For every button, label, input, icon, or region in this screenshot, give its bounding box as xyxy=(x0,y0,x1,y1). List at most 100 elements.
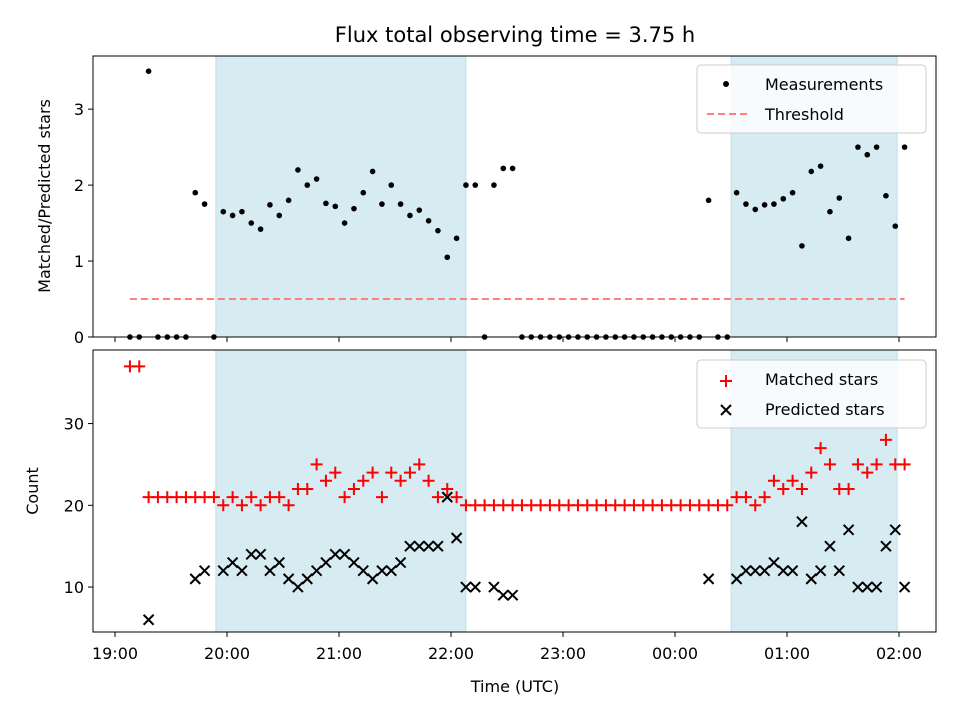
measurement-point xyxy=(780,195,787,202)
measurement-point xyxy=(883,192,889,199)
predicted-star-point xyxy=(842,524,855,536)
measurement-point xyxy=(873,144,880,150)
matched-star-point xyxy=(441,482,454,495)
measurement-point xyxy=(360,189,367,196)
matched-star-point xyxy=(777,482,790,495)
predicted-star-point xyxy=(861,581,873,593)
x-tick-label: 22:00 xyxy=(428,644,474,663)
bottom-y-axis-ticks: 10 20 30 xyxy=(64,415,93,597)
matched-star-point xyxy=(861,466,874,479)
matched-star-point xyxy=(805,466,818,479)
predicted-star-point xyxy=(366,573,379,585)
matched-star-point xyxy=(217,499,230,512)
bottom-axes-frame xyxy=(92,349,937,633)
matched-star-point xyxy=(898,458,911,471)
measurement-point xyxy=(705,197,712,204)
matched-star-point xyxy=(758,491,771,504)
matched-star-point xyxy=(254,499,267,512)
measurement-point xyxy=(733,189,740,196)
top-legend: Measurements Threshold xyxy=(696,64,927,134)
measurement-point xyxy=(901,144,908,150)
measurement-point xyxy=(799,243,805,249)
measurement-point xyxy=(229,212,236,219)
measurement-point xyxy=(491,182,497,188)
measurement-point xyxy=(817,163,824,169)
matched-star-point xyxy=(366,466,379,479)
predicted-star-point xyxy=(348,556,360,569)
measurement-point xyxy=(463,182,469,188)
matched-star-point xyxy=(319,474,332,487)
matched-star-point xyxy=(338,491,351,504)
measurement-point xyxy=(500,165,507,172)
measurement-point xyxy=(379,201,385,207)
legend-predicted-label: Predicted stars xyxy=(765,400,885,419)
bottom-legend-box xyxy=(696,359,927,429)
matched-star-point xyxy=(403,466,416,479)
measurement-point xyxy=(771,201,777,207)
predicted-star-point xyxy=(469,581,481,593)
measurement-point xyxy=(743,201,749,207)
predicted-star-point xyxy=(413,540,425,552)
predicted-star-point xyxy=(236,564,248,577)
predicted-star-point xyxy=(329,548,341,561)
predicted-star-point xyxy=(824,540,836,552)
measurement-point xyxy=(864,151,871,158)
matched-star-point xyxy=(357,474,370,487)
legend-predicted-marker xyxy=(720,404,732,416)
predicted-star-point xyxy=(460,581,472,593)
bottom-plot-area xyxy=(123,360,911,626)
y-tick-label: 2 xyxy=(74,176,84,195)
measurement-point xyxy=(201,201,208,207)
predicted-star-point xyxy=(702,573,715,585)
shaded-interval-0 xyxy=(215,55,467,338)
measurement-point xyxy=(752,206,759,213)
measurement-point xyxy=(285,197,292,204)
y-tick-label: 1 xyxy=(74,252,84,271)
predicted-star-point xyxy=(488,581,500,593)
x-tick-label: 20:00 xyxy=(204,644,250,663)
measurement-point xyxy=(220,208,227,215)
predicted-star-point xyxy=(730,573,743,585)
matched-star-point xyxy=(842,482,855,495)
measurement-point xyxy=(304,182,311,188)
predicted-star-point xyxy=(245,548,257,561)
measurement-point xyxy=(351,205,357,212)
predicted-star-point xyxy=(404,540,416,552)
bottom-y-axis-label: Count xyxy=(23,467,42,515)
x-tick-label: 01:00 xyxy=(764,644,810,663)
matched-star-point xyxy=(814,442,827,455)
matched-star-point xyxy=(375,491,388,504)
predicted-star-point xyxy=(254,548,267,561)
predicted-star-point xyxy=(814,564,827,577)
predicted-star-point xyxy=(189,573,201,585)
matched-star-point xyxy=(282,499,295,512)
predicted-star-point xyxy=(786,564,799,577)
x-tick-label: 23:00 xyxy=(540,644,586,663)
predicted-star-point xyxy=(320,556,332,569)
bottom-x-axis-ticks: 19:00 20:00 21:00 22:00 23:00 00:00 01:00 02:00 xyxy=(92,632,922,663)
matched-star-point xyxy=(870,458,883,471)
matched-star-point xyxy=(329,466,342,479)
matched-star-point xyxy=(795,482,808,495)
predicted-star-point xyxy=(506,589,519,601)
predicted-star-point xyxy=(441,491,453,503)
measurement-point xyxy=(435,227,441,234)
bottom-legend: Matched stars Predicted stars xyxy=(696,359,927,429)
measurement-point xyxy=(761,202,768,208)
matched-star-point xyxy=(422,474,435,487)
predicted-star-point xyxy=(870,581,883,593)
measurement-point xyxy=(295,167,301,173)
legend-measurements-marker xyxy=(723,81,729,87)
top-y-axis-label: Matched/Predicted stars xyxy=(35,99,54,293)
predicted-star-point xyxy=(273,556,285,569)
matched-star-point xyxy=(133,360,146,373)
matched-star-point xyxy=(721,499,734,512)
bottom-panel: 10 20 30 19:00 20:00 21:00 22:00 23:00 00:00 01:… xyxy=(23,349,937,696)
matched-star-point xyxy=(394,474,407,487)
x-tick-label: 00:00 xyxy=(652,644,698,663)
measurement-point xyxy=(267,202,273,208)
measurement-point xyxy=(323,200,329,207)
predicted-star-point xyxy=(226,556,239,569)
matched-star-point xyxy=(786,474,799,487)
y-tick-label: 10 xyxy=(64,578,84,597)
